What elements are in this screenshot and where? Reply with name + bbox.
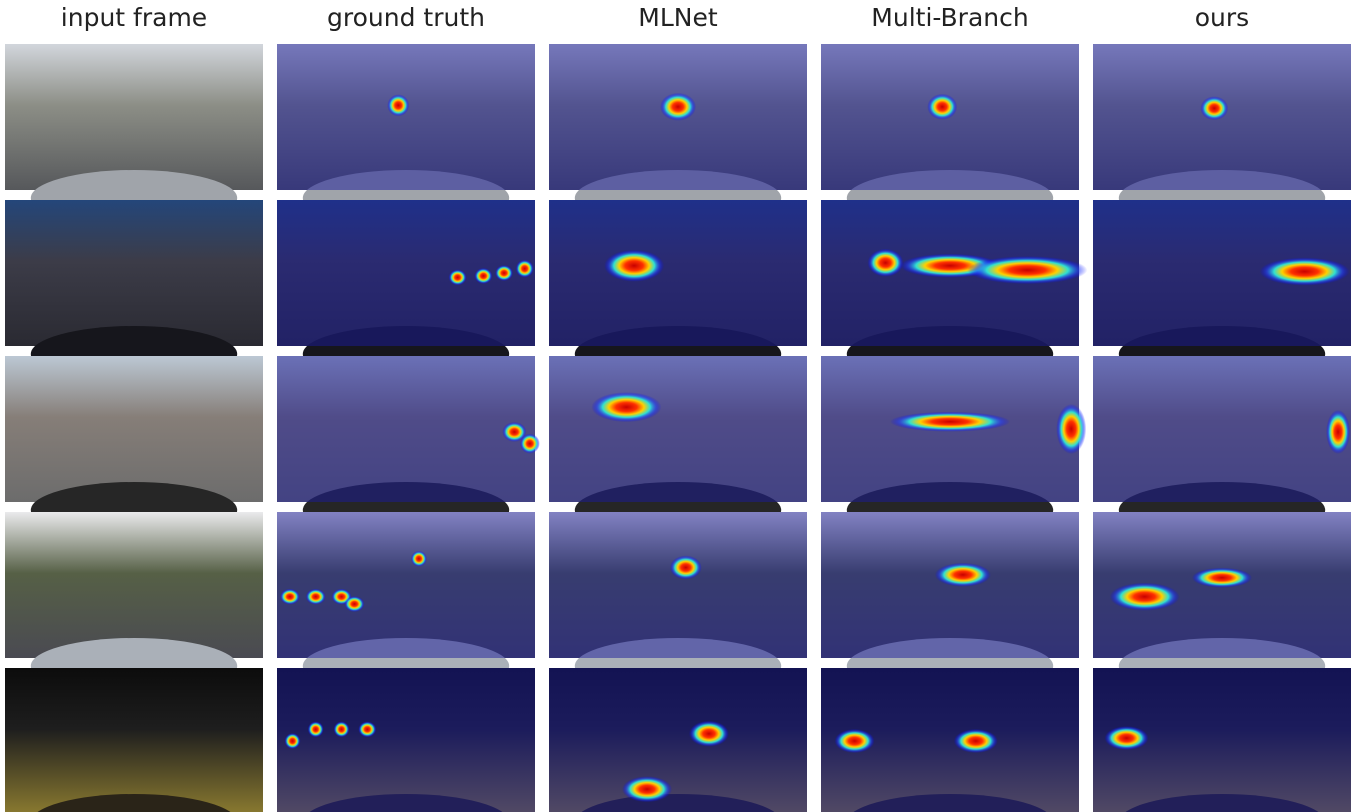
heat-blob: [387, 94, 409, 116]
scene: [5, 356, 263, 502]
image-cell: [549, 200, 807, 382]
image-cell: [821, 512, 1079, 694]
heat-blob: [474, 268, 492, 284]
image-cell: [821, 668, 1079, 812]
column-header: ours: [1195, 3, 1249, 32]
image-cell: [277, 356, 540, 538]
heat-blob: [890, 412, 1010, 432]
heat-blob: [306, 589, 326, 605]
image-cell: [5, 356, 263, 538]
saliency-tint: [277, 668, 535, 812]
image-cell: [5, 668, 263, 812]
scene: [5, 512, 263, 658]
heat-blob: [1260, 258, 1350, 286]
heat-blob: [1105, 726, 1149, 750]
heat-blob: [449, 269, 467, 285]
image-cell: [5, 44, 263, 226]
image-cell: [549, 668, 807, 812]
heat-blob: [1110, 583, 1180, 611]
saliency-tint: [549, 512, 807, 658]
image-cell: [277, 512, 535, 694]
image-cell: [1093, 512, 1351, 694]
heat-blob: [1326, 410, 1350, 454]
image-cell: [1093, 668, 1351, 812]
heat-blob: [308, 721, 324, 737]
image-cell: [821, 200, 1087, 382]
saliency-tint: [277, 512, 535, 658]
image-cell: [1093, 356, 1351, 538]
image-cell: [1093, 200, 1351, 382]
column-header: ground truth: [327, 3, 485, 32]
column-header: input frame: [61, 3, 207, 32]
heat-blob: [280, 589, 300, 605]
scene: [5, 44, 263, 190]
heat-blob: [358, 721, 376, 737]
heat-blob: [835, 729, 875, 753]
saliency-tint: [1093, 356, 1351, 502]
heat-blob: [868, 249, 904, 277]
image-cell: [1093, 44, 1351, 226]
column-header: Multi-Branch: [871, 3, 1028, 32]
heat-blob: [1056, 404, 1086, 454]
heat-blob: [516, 260, 534, 278]
heat-blob: [660, 93, 696, 121]
scene: [5, 200, 263, 346]
saliency-tint: [549, 200, 807, 346]
image-cell: [549, 512, 807, 694]
saliency-tint: [549, 356, 807, 502]
image-cell: [549, 356, 807, 538]
heat-blob: [591, 392, 661, 422]
heat-blob: [284, 733, 300, 749]
image-cell: [5, 200, 263, 382]
heat-blob: [411, 551, 427, 567]
figure: input frame ground truth MLNet Multi-Branch…: [0, 0, 1364, 812]
heat-blob: [604, 250, 664, 282]
saliency-tint: [277, 44, 535, 190]
image-cell: [277, 200, 535, 382]
image-cell: [549, 44, 807, 226]
heat-blob: [670, 555, 702, 579]
image-cell: [277, 668, 535, 812]
saliency-tint: [277, 356, 535, 502]
page: input frame ground truth MLNet Multi-Branch…: [0, 0, 1364, 812]
column-header: MLNet: [638, 3, 718, 32]
heat-blob: [622, 776, 672, 802]
heat-blob: [954, 729, 998, 753]
heat-blob: [927, 94, 957, 120]
heat-blob: [334, 721, 350, 737]
heat-blob: [495, 265, 513, 281]
heat-blob: [1192, 568, 1252, 588]
saliency-tint: [549, 668, 807, 812]
image-cell: [5, 512, 263, 694]
scene: [5, 668, 263, 812]
heat-blob: [1200, 96, 1228, 120]
image-cell: [821, 356, 1086, 538]
image-cell: [821, 44, 1079, 226]
image-cell: [277, 44, 535, 226]
heat-blob: [689, 721, 729, 747]
heat-blob: [520, 434, 540, 454]
heat-blob: [935, 563, 991, 587]
heat-blob: [967, 256, 1087, 284]
heat-blob: [344, 596, 364, 612]
